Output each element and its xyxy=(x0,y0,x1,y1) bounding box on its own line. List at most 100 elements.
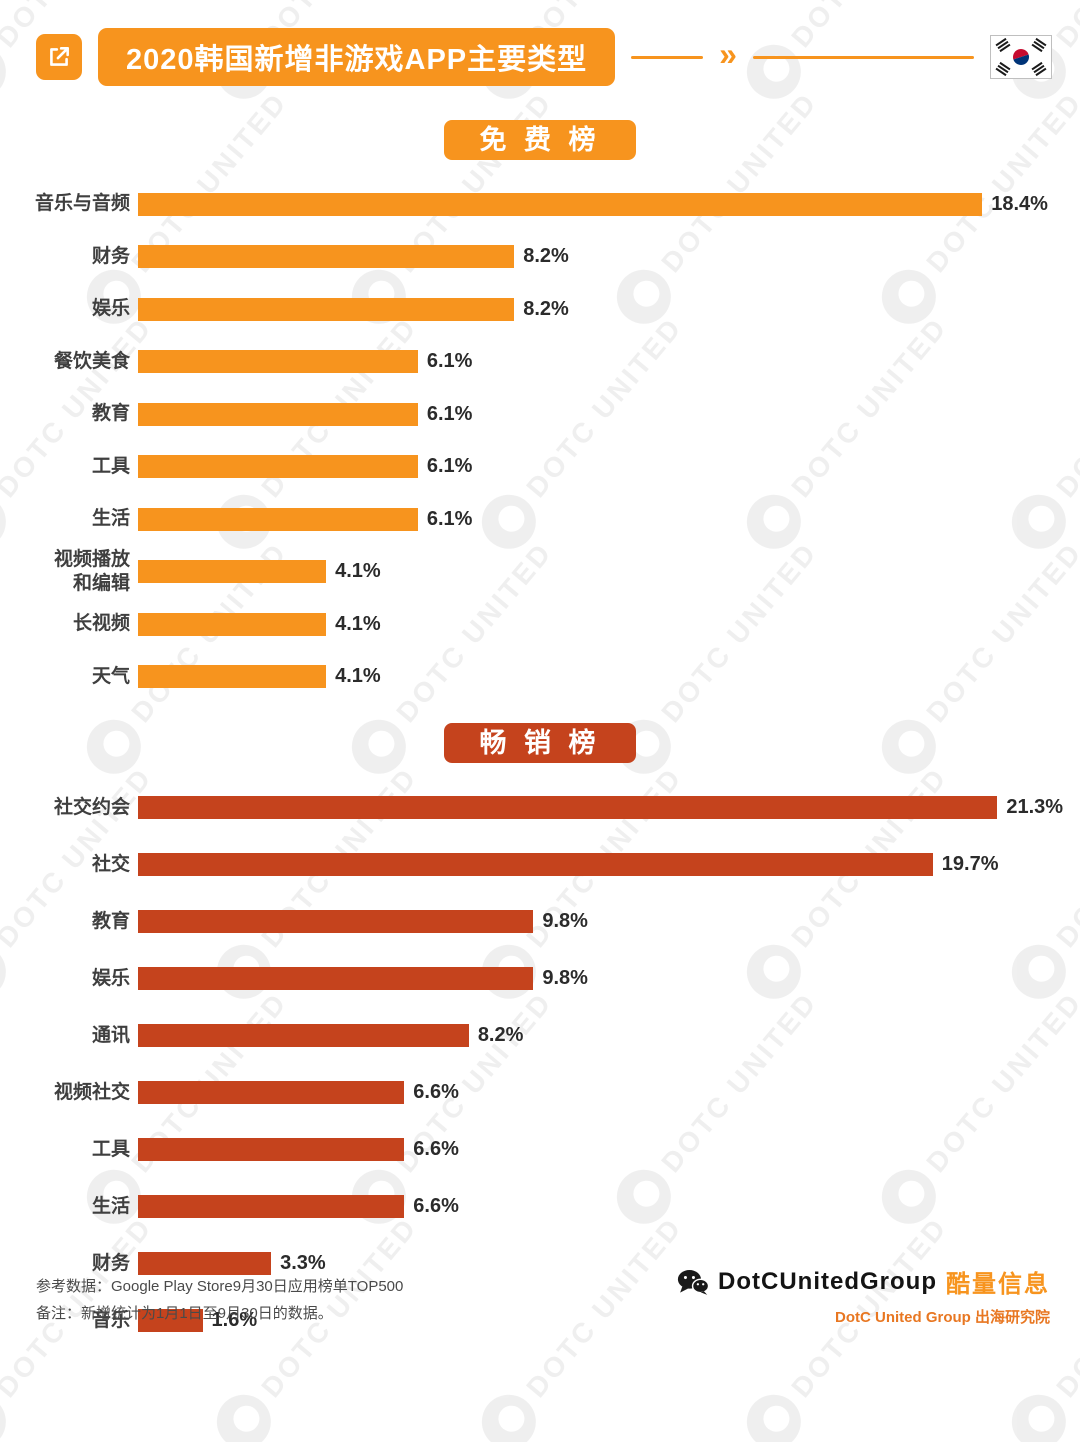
value-label: 21.3% xyxy=(1006,796,1064,818)
category-label: 工具 xyxy=(91,455,130,477)
value-label: 8.2% xyxy=(477,1024,524,1046)
org-name: DotC United Group 出海研究院 xyxy=(835,1309,1050,1326)
bar-row: 工具 6.1% xyxy=(0,441,1080,494)
bar xyxy=(138,455,418,479)
bar xyxy=(138,612,327,636)
bar xyxy=(138,665,327,689)
bestseller-ranking-title: 畅 销 榜 xyxy=(444,723,636,763)
header-rule-left xyxy=(631,55,704,59)
bar-track: 8.2% xyxy=(138,245,1080,269)
value-label: 1.6% xyxy=(211,1309,258,1331)
bar-row: 社交约会 21.3% xyxy=(0,779,1080,836)
bar-row: 餐饮美食 6.1% xyxy=(0,336,1080,389)
brand-name: DotCUnitedGroup xyxy=(718,1267,937,1295)
bar xyxy=(138,192,983,216)
bar-row: 生活 6.1% xyxy=(0,493,1080,546)
category-label: 教育 xyxy=(91,910,130,932)
free-ranking-rows: 音乐与音频 18.4% 财务 8.2% 娱乐 8.2% 餐饮美食 6.1% 教育 6.1% 工具 6.… xyxy=(0,178,1080,703)
bar xyxy=(138,1024,469,1047)
bar-track: 6.6% xyxy=(138,1081,1080,1104)
bar xyxy=(138,560,327,584)
bar-track: 6.1% xyxy=(138,402,1080,426)
bar xyxy=(138,350,418,374)
bar-track: 4.1% xyxy=(138,560,1080,584)
category-label: 社交约会 xyxy=(53,796,130,818)
bar-row: 视频播放 和编辑 4.1% xyxy=(0,546,1080,599)
bar xyxy=(138,967,534,990)
bar-row: 娱乐 8.2% xyxy=(0,283,1080,336)
bar-track: 21.3% xyxy=(138,796,1080,819)
bar xyxy=(138,507,418,531)
bar xyxy=(138,402,418,426)
bar xyxy=(138,1252,272,1275)
value-label: 4.1% xyxy=(335,612,381,635)
bar-row: 教育 6.1% xyxy=(0,388,1080,441)
bar-row: 天气 4.1% xyxy=(0,651,1080,704)
bar-track: 19.7% xyxy=(138,853,1080,876)
category-label: 教育 xyxy=(91,403,130,425)
bar-row: 音乐 1.6% xyxy=(0,1292,1080,1349)
bar xyxy=(138,1309,203,1332)
page-title: 2020韩国新增非游戏APP主要类型 xyxy=(98,28,616,86)
value-label: 6.1% xyxy=(426,507,473,530)
bar-row: 长视频 4.1% xyxy=(0,598,1080,651)
remark-note: 备注：新增统计为1月1日至9月30日的数据。 xyxy=(36,1305,333,1322)
footer-brand: DotCUnitedGroup 酷量信息 DotC United Group 出… xyxy=(677,1264,1050,1327)
free-ranking-chart: 免 费 榜 音乐与音频 18.4% 财务 8.2% 娱乐 8.2% 餐饮美食 6.1% 教育 6.… xyxy=(0,120,1080,703)
bar-track: 6.1% xyxy=(138,350,1080,374)
bar xyxy=(138,245,515,269)
brand-suffix: 酷量信息 xyxy=(946,1271,1050,1298)
category-label: 财务 xyxy=(91,1252,130,1274)
value-label: 3.3% xyxy=(280,1252,326,1274)
share-icon xyxy=(36,34,82,80)
value-label: 6.6% xyxy=(413,1195,459,1217)
value-label: 4.1% xyxy=(335,560,381,583)
category-label: 娱乐 xyxy=(91,967,130,989)
bar-track: 6.1% xyxy=(138,507,1080,531)
south-korea-flag-icon xyxy=(990,35,1052,79)
bar-row: 音乐与音频 18.4% xyxy=(0,178,1080,231)
bar-track: 18.4% xyxy=(138,192,1080,216)
bar xyxy=(138,1081,405,1104)
free-ranking-title: 免 费 榜 xyxy=(444,120,636,160)
category-label: 通讯 xyxy=(91,1024,130,1046)
category-label: 视频播放 和编辑 xyxy=(53,549,130,594)
bar-row: 通讯 8.2% xyxy=(0,1007,1080,1064)
footer: 参考数据：Google Play Store9月30日应用榜单TOP500 备注… xyxy=(0,1264,1080,1349)
bar-row: 工具 6.6% xyxy=(0,1121,1080,1178)
share-arrow-icon xyxy=(50,47,69,66)
value-label: 18.4% xyxy=(991,192,1048,215)
value-label: 6.6% xyxy=(413,1081,459,1103)
bar-track: 8.2% xyxy=(138,1024,1080,1047)
value-label: 8.2% xyxy=(523,245,569,268)
bar-track: 4.1% xyxy=(138,612,1080,636)
bar-track: 1.6% xyxy=(138,1309,1080,1332)
category-label: 生活 xyxy=(91,508,130,530)
bar-row: 财务 3.3% xyxy=(0,1235,1080,1292)
value-label: 8.2% xyxy=(523,297,569,320)
bar-row: 社交 19.7% xyxy=(0,836,1080,893)
category-label: 财务 xyxy=(91,245,130,267)
bar xyxy=(138,853,933,876)
value-label: 9.8% xyxy=(542,967,588,989)
bar-track: 9.8% xyxy=(138,910,1080,933)
category-label: 视频社交 xyxy=(53,1081,130,1103)
bar-track: 6.1% xyxy=(138,455,1080,479)
value-label: 9.8% xyxy=(542,910,588,932)
bar-track: 3.3% xyxy=(138,1252,1080,1275)
bar-row: 财务 8.2% xyxy=(0,231,1080,284)
category-label: 餐饮美食 xyxy=(53,350,130,372)
header-rule-right xyxy=(752,55,974,59)
category-label: 音乐 xyxy=(91,1309,130,1331)
bar-track: 9.8% xyxy=(138,967,1080,990)
value-label: 6.1% xyxy=(426,455,473,478)
category-label: 社交 xyxy=(91,853,130,875)
value-label: 6.6% xyxy=(413,1138,459,1160)
category-label: 娱乐 xyxy=(91,298,130,320)
value-label: 6.1% xyxy=(426,350,473,373)
category-label: 音乐与音频 xyxy=(34,193,130,215)
header: 2020韩国新增非游戏APP主要类型 » xyxy=(0,0,1080,86)
category-label: 长视频 xyxy=(72,613,130,635)
category-label: 生活 xyxy=(91,1195,130,1217)
bar xyxy=(138,910,534,933)
